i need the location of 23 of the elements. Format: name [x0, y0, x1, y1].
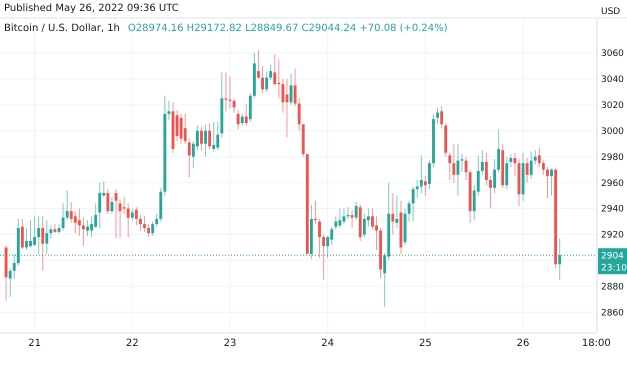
y-tick-label: 2980 [601, 152, 624, 163]
x-tick-label: 24 [321, 338, 334, 349]
y-tick-label: 2880 [601, 282, 624, 292]
x-tick-label: 26 [516, 338, 530, 349]
y-tick-label: 2860 [601, 308, 624, 318]
chart-subtitle: Published May 26, 2022 09:36 UTC [4, 3, 179, 14]
x-tick-label: 22 [126, 338, 139, 349]
y-tick-label: 3040 [601, 75, 624, 86]
y-tick-label: 3000 [601, 126, 624, 137]
annotation: O28974.16 H29172.82 L28849.67 C29044.24 +70.08 (+0.24%) [128, 23, 448, 34]
ref-line-label: 2904 [601, 251, 624, 262]
y-axis-title: USD [601, 7, 620, 17]
y-tick-label: 2940 [601, 204, 624, 215]
y-tick-label: 2960 [601, 178, 624, 189]
y-tick-label: 2920 [601, 230, 624, 241]
y-tick-label: 3060 [601, 49, 624, 60]
y-tick-label: 3020 [601, 101, 624, 111]
x-tick-label: 23 [224, 338, 236, 349]
text: Bitcoin / U.S. Dollar, 1h [4, 23, 120, 34]
text: 23:10 [601, 263, 627, 274]
x-tick-label: 18:00 [582, 338, 611, 349]
x-tick-label: 21 [28, 338, 41, 349]
x-tick-label: 25 [418, 338, 432, 349]
